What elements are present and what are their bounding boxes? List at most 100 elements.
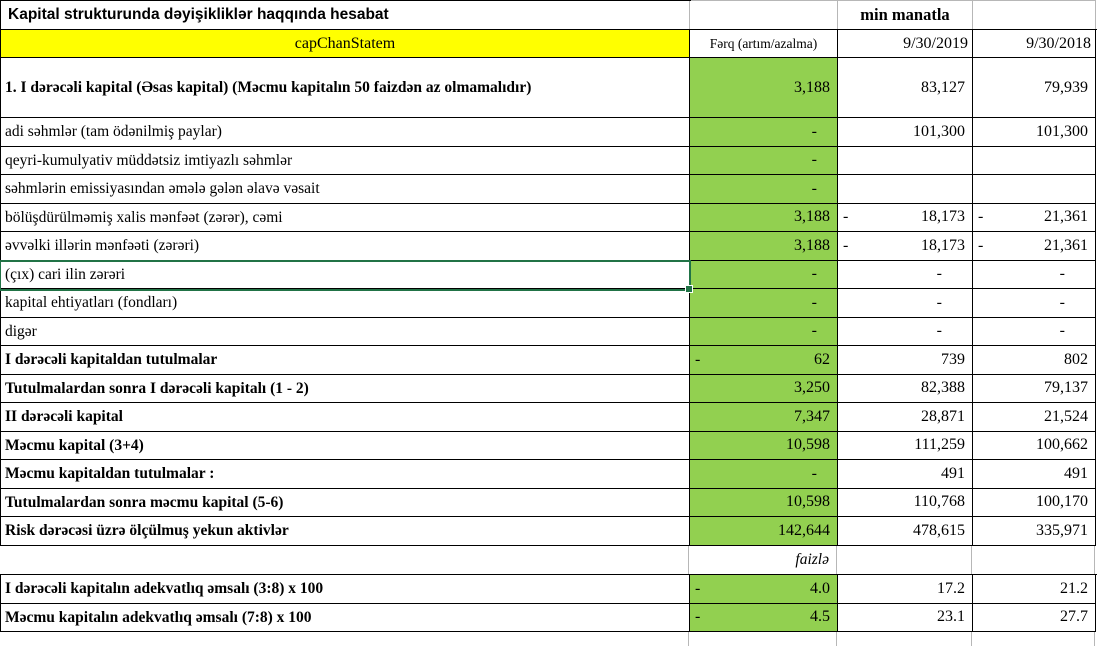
value-2019-cell[interactable]: 23.1 (838, 603, 973, 632)
value-2019-cell[interactable]: - 18,173 (838, 203, 973, 232)
empty-cell[interactable] (0, 632, 689, 646)
row-label-cell[interactable]: Risk dərəcəsi üzrə ölçülmuş yekun aktivl… (1, 517, 690, 546)
diff-cell[interactable]: 10,598 (690, 488, 838, 517)
row-label-cell[interactable]: (çıx) cari ilin zərəri (1, 260, 690, 289)
diff-cell[interactable]: - (690, 317, 838, 346)
empty-cell[interactable] (689, 632, 837, 646)
row-label-cell[interactable]: səhmlərin emissiyasından əmələ gələn əla… (1, 175, 690, 204)
value-2019-cell[interactable]: 17.2 (838, 575, 973, 604)
row-label-cell[interactable]: kapital ehtiyatları (fondları) (1, 289, 690, 318)
col-header-diff[interactable]: Fərq (artım/azalma) (690, 30, 838, 58)
row-label-cell[interactable]: 1. I dərəcəli kapital (Əsas kapital) (Mə… (1, 58, 690, 118)
value-2018-cell[interactable]: 79,939 (973, 58, 1096, 118)
row-label-cell[interactable]: I dərəcəli kapitaldan tutulmalar (1, 346, 690, 375)
value-2018-cell[interactable]: 100,662 (973, 431, 1096, 460)
empty-cell[interactable] (837, 545, 972, 574)
row-label-cell[interactable]: I dərəcəli kapitalın adekvatlıq əmsalı (… (1, 575, 690, 604)
cell-value: 7,347 (794, 407, 830, 425)
value-2018-cell[interactable]: - 21,361 (973, 203, 1096, 232)
value-2018-cell[interactable]: 335,971 (973, 517, 1096, 546)
col-header-2018[interactable]: 9/30/2018 (973, 30, 1096, 58)
cell-value: 3,188 (794, 208, 830, 226)
diff-cell[interactable]: 10,598 (690, 431, 838, 460)
percent-note[interactable]: faizlə (689, 545, 837, 574)
value-2018-cell[interactable]: 79,137 (973, 374, 1096, 403)
row-label-cell[interactable]: Məcmu kapital (3+4) (1, 431, 690, 460)
row-label: qeyri-kumulyativ müddətsiz imtiyazlı səh… (5, 151, 293, 169)
value-2019-cell[interactable]: 83,127 (838, 58, 973, 118)
value-2019-cell[interactable]: 491 (838, 460, 973, 489)
cell-value: - (936, 322, 942, 340)
sheet-code-cell[interactable]: capChanStatem (1, 30, 690, 58)
diff-cell[interactable]: - (690, 175, 838, 204)
diff-cell[interactable]: 142,644 (690, 517, 838, 546)
row-label-cell[interactable]: Tutulmalardan sonra məcmu kapital (5-6) (1, 488, 690, 517)
value-2019-cell[interactable]: 28,871 (838, 403, 973, 432)
diff-cell[interactable]: - (690, 460, 838, 489)
empty-cell[interactable] (837, 632, 972, 646)
row-label-cell[interactable]: qeyri-kumulyativ müddətsiz imtiyazlı səh… (1, 146, 690, 175)
value-2019-cell[interactable]: 739 (838, 346, 973, 375)
row-label-cell[interactable]: II dərəcəli kapital (1, 403, 690, 432)
cell-value: 79,137 (1044, 379, 1088, 397)
minus-sign: - (695, 608, 701, 626)
row-label-cell[interactable]: bölüşdürülməmiş xalis mənfəət (zərər), c… (1, 203, 690, 232)
diff-cell[interactable]: - 4.0 (690, 575, 838, 604)
value-2018-cell[interactable] (973, 146, 1096, 175)
value-2018-cell[interactable]: - 21,361 (973, 232, 1096, 261)
value-2019-cell[interactable]: 111,259 (838, 431, 973, 460)
diff-cell[interactable]: - 4.5 (690, 603, 838, 632)
value-2018-cell[interactable] (973, 175, 1096, 204)
table-row: qeyri-kumulyativ müddətsiz imtiyazlı səh… (1, 146, 1097, 175)
diff-cell[interactable]: - (690, 118, 838, 147)
value-2018-cell[interactable]: - (973, 260, 1096, 289)
cell-value: - (811, 122, 817, 140)
cell-value: 802 (1064, 350, 1088, 368)
row-label-cell[interactable]: əvvəlki illərin mənfəəti (zərəri) (1, 232, 690, 261)
row-label-cell[interactable]: Tutulmalardan sonra I dərəcəli kapitalı … (1, 374, 690, 403)
col-header-2019[interactable]: 9/30/2019 (838, 30, 973, 58)
value-2018-cell[interactable]: 100,170 (973, 488, 1096, 517)
diff-cell[interactable]: 7,347 (690, 403, 838, 432)
value-2018-cell[interactable]: 21,524 (973, 403, 1096, 432)
empty-cell[interactable] (690, 0, 838, 29)
value-2019-cell[interactable]: - (838, 317, 973, 346)
empty-cell[interactable] (973, 0, 1096, 29)
value-2018-cell[interactable]: 491 (973, 460, 1096, 489)
value-2018-cell[interactable]: 21.2 (973, 575, 1096, 604)
diff-cell[interactable]: 3,250 (690, 374, 838, 403)
empty-cell[interactable] (0, 545, 689, 574)
unit-note[interactable]: min manatla (838, 0, 973, 29)
report-title[interactable]: Kapital strukturunda dəyişikliklər haqqı… (1, 0, 690, 29)
diff-cell[interactable]: - (690, 146, 838, 175)
value-2018-cell[interactable]: 27.7 (973, 603, 1096, 632)
diff-cell[interactable]: - (690, 289, 838, 318)
diff-cell[interactable]: - (690, 260, 838, 289)
value-2019-cell[interactable]: 82,388 (838, 374, 973, 403)
cell-value: - (1059, 322, 1065, 340)
value-2019-cell[interactable]: 110,768 (838, 488, 973, 517)
value-2018-cell[interactable]: - (973, 317, 1096, 346)
value-2019-cell[interactable]: - 18,173 (838, 232, 973, 261)
row-label-cell[interactable]: Məcmu kapitalın adekvatlıq əmsalı (7:8) … (1, 603, 690, 632)
value-2019-cell[interactable]: - (838, 260, 973, 289)
diff-cell[interactable]: - 62 (690, 346, 838, 375)
value-2019-cell[interactable] (838, 146, 973, 175)
value-2019-cell[interactable]: - (838, 289, 973, 318)
empty-cell[interactable] (972, 632, 1095, 646)
row-label-cell[interactable]: Məcmu kapitaldan tutulmalar : (1, 460, 690, 489)
table-row: digər - - - (1, 317, 1097, 346)
value-2018-cell[interactable]: - (973, 289, 1096, 318)
value-2018-cell[interactable]: 101,300 (973, 118, 1096, 147)
minus-sign: - (843, 208, 849, 226)
empty-cell[interactable] (972, 545, 1095, 574)
diff-cell[interactable]: 3,188 (690, 58, 838, 118)
value-2018-cell[interactable]: 802 (973, 346, 1096, 375)
value-2019-cell[interactable]: 478,615 (838, 517, 973, 546)
row-label-cell[interactable]: adi səhmlər (tam ödənilmiş paylar) (1, 118, 690, 147)
diff-cell[interactable]: 3,188 (690, 232, 838, 261)
row-label-cell[interactable]: digər (1, 317, 690, 346)
value-2019-cell[interactable]: 101,300 (838, 118, 973, 147)
value-2019-cell[interactable] (838, 175, 973, 204)
diff-cell[interactable]: 3,188 (690, 203, 838, 232)
